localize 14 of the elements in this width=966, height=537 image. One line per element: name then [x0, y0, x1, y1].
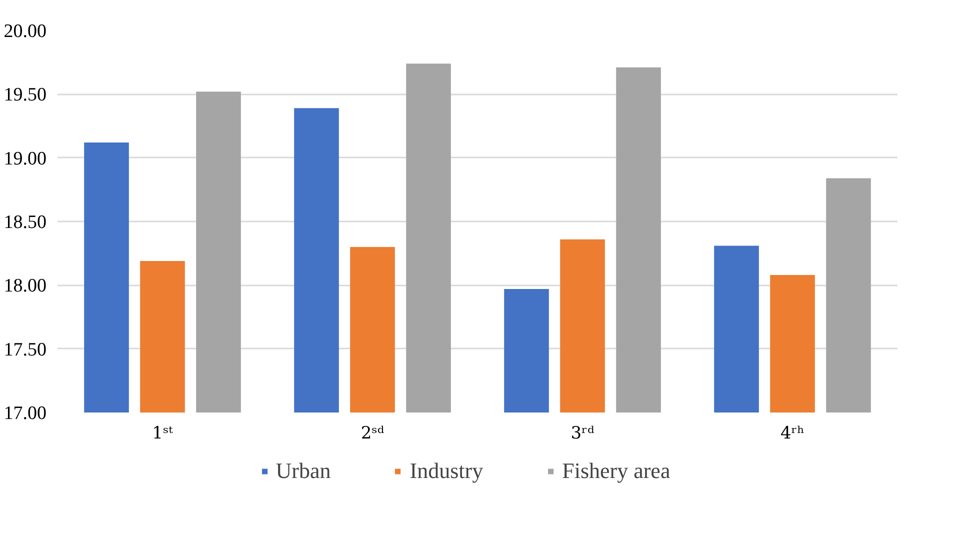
- y-tick-label: 17.00: [4, 403, 46, 424]
- legend-label: Urban: [276, 458, 331, 484]
- y-tick-label: 19.50: [4, 84, 46, 106]
- y-tick-label: 19.00: [4, 148, 46, 170]
- legend-label: Industry: [410, 458, 484, 484]
- y-tick-label: 20.00: [4, 21, 46, 42]
- x-tick-label: 3ʳᵈ: [570, 424, 594, 444]
- y-tick-label: 18.00: [4, 276, 46, 297]
- x-tick-label: 4ʳʰ: [780, 424, 805, 444]
- x-tick-label: 2ˢᵈ: [360, 424, 384, 444]
- y-tick-label: 17.50: [4, 339, 46, 360]
- y-tick-label: 18.50: [4, 212, 46, 233]
- legend-label: Fishery area: [562, 458, 670, 484]
- x-tick-label: 1ˢᵗ: [152, 424, 174, 444]
